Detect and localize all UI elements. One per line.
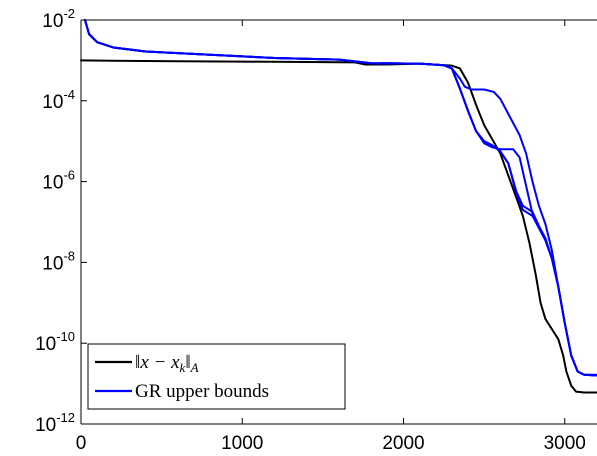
legend-error-sub: k: [180, 360, 186, 375]
y-tick-exponent: -10: [56, 329, 75, 344]
y-tick-base: 10: [42, 11, 63, 32]
y-tick-exponent: -8: [63, 248, 75, 263]
legend-box: [87, 343, 346, 410]
series-line-error: [80, 59, 597, 394]
y-tick-label: 10-8: [42, 248, 75, 274]
y-tick-exponent: -6: [63, 168, 75, 183]
x-tick-label: 0: [76, 433, 87, 454]
y-tick-base: 10: [42, 92, 63, 113]
legend: ‖x − xk‖A GR upper bounds: [87, 343, 346, 410]
series-line-gr-bound-4: [84, 19, 597, 377]
legend-norm-sub: A: [190, 360, 199, 375]
y-tick-base: 10: [35, 334, 56, 355]
x-tick-label: 1000: [221, 433, 263, 454]
y-tick-label: 10-6: [42, 168, 75, 194]
y-tick-label: 10-4: [42, 87, 75, 113]
series-layer: [80, 19, 597, 394]
y-tick-label: 10-10: [35, 329, 75, 355]
legend-error-var: x − x: [139, 352, 180, 373]
y-tick-base: 10: [35, 415, 56, 436]
legend-norm-open: ‖: [135, 352, 140, 373]
y-tick-exponent: -4: [63, 87, 75, 102]
legend-label-error: ‖x − xk‖A: [135, 352, 199, 375]
y-tick-label: 10-2: [42, 6, 75, 32]
y-tick-exponent: -2: [63, 6, 75, 21]
y-tick-base: 10: [42, 253, 63, 274]
legend-norm-close: ‖: [185, 352, 190, 373]
x-tick-label: 3000: [544, 433, 586, 454]
y-tick-label: 10-12: [35, 410, 75, 436]
y-tick-exponent: -12: [56, 410, 75, 425]
y-tick-base: 10: [42, 173, 63, 194]
axes-layer: [80, 19, 597, 425]
legend-label-gr-bounds: GR upper bounds: [135, 381, 269, 402]
x-tick-label: 2000: [382, 433, 424, 454]
